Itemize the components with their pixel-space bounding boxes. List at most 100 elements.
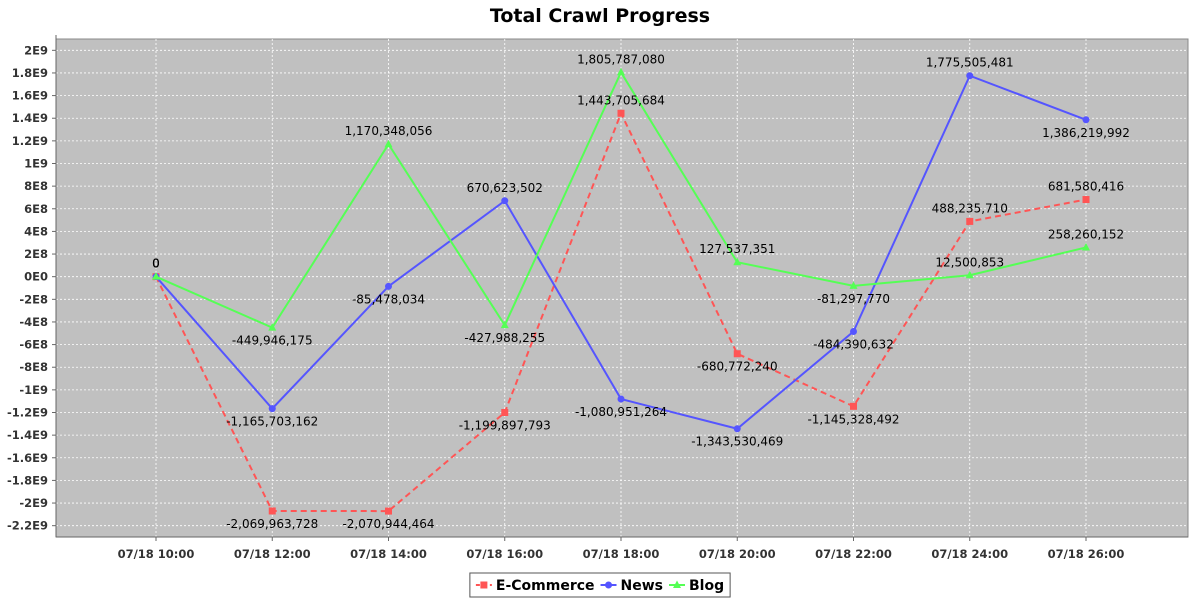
legend-label-news: News [621, 578, 663, 594]
x-tick-label: 07/18 14:00 [350, 547, 427, 561]
data-label-news: -1,165,703,162 [226, 415, 318, 429]
data-point-blog [500, 320, 509, 329]
y-tick-label: -1E9 [19, 383, 48, 397]
y-tick-label: 1.8E9 [12, 66, 48, 80]
y-tick-label: -6E8 [19, 338, 48, 352]
y-tick-label: -8E8 [19, 360, 48, 374]
legend-item-e-commerce[interactable]: E-Commerce [475, 578, 595, 594]
y-tick-label: 4E8 [24, 224, 48, 238]
y-tick-label: 2E8 [24, 247, 48, 261]
grid-lines [56, 39, 1188, 537]
axes: -2.2E9 -2E9 -1.8E9 -1.6E9 -1.4E9 -1.2E9 -1E9 -8… [7, 35, 1188, 561]
data-label-blog: -449,946,175 [232, 334, 313, 348]
data-label-blog: 1,170,348,056 [345, 124, 433, 138]
x-tick-label: 07/18 24:00 [931, 547, 1008, 561]
y-tick-label: -2E8 [19, 292, 48, 306]
data-point-blog [849, 281, 858, 289]
data-point-news [966, 72, 974, 80]
y-tick-label: 1.6E9 [12, 89, 48, 103]
data-label-e-commerce: 1,443,705,684 [577, 93, 665, 107]
data-point-e-commerce [850, 402, 857, 410]
data-label-blog: 0 [152, 257, 160, 271]
data-point-news [501, 197, 509, 205]
data-label-news: -1,343,530,469 [691, 435, 783, 449]
x-tick-label: 07/18 16:00 [466, 547, 543, 561]
data-label-news: 670,623,502 [467, 181, 543, 195]
legend-item-news[interactable]: News [600, 578, 663, 594]
y-tick-label: -1.8E9 [7, 473, 48, 487]
data-label-e-commerce: -2,070,944,464 [342, 517, 434, 531]
data-point-blog [384, 139, 393, 148]
plot-area [55, 38, 1189, 538]
data-label-blog: -81,297,770 [817, 292, 890, 306]
data-point-e-commerce [617, 109, 625, 117]
data-point-e-commerce [501, 408, 509, 416]
legend-marker-news [605, 581, 613, 589]
data-label-e-commerce: -2,069,963,728 [226, 517, 318, 531]
data-point-e-commerce [385, 507, 392, 515]
chart-title: Total Crawl Progress [490, 5, 710, 27]
legend[interactable]: E-Commerce News Blog [469, 572, 731, 598]
data-point-blog [268, 323, 277, 331]
x-tick-label: 07/18 26:00 [1048, 547, 1125, 561]
data-label-e-commerce: 681,580,416 [1048, 180, 1124, 194]
legend-marker-e-commerce [480, 581, 488, 589]
data-point-news [268, 405, 276, 413]
y-tick-label: 1E9 [24, 157, 48, 171]
y-tick-label: -1.2E9 [7, 406, 48, 420]
data-label-news: -85,478,034 [352, 292, 425, 306]
legend-border [469, 572, 731, 598]
data-label-news: -1,080,951,264 [575, 405, 667, 419]
data-label-news: 0 [152, 257, 160, 271]
data-point-news [733, 425, 741, 433]
y-tick-label: -2.2E9 [7, 519, 48, 533]
y-tick-label: 1.4E9 [12, 111, 48, 125]
legend-marker-blog [673, 580, 682, 588]
data-label-blog: 127,537,351 [699, 242, 775, 256]
data-label-blog: 12,500,853 [935, 255, 1004, 269]
data-point-news [1082, 116, 1090, 124]
legend-label-blog: Blog [689, 578, 724, 594]
data-point-e-commerce [733, 350, 741, 358]
data-label-blog: 1,805,787,080 [577, 52, 665, 66]
data-label-blog: -427,988,255 [464, 331, 545, 345]
data-point-e-commerce [1082, 196, 1090, 204]
y-tick-label: 1.2E9 [12, 134, 48, 148]
data-label-blog: 258,260,152 [1048, 227, 1124, 241]
data-label-e-commerce: -1,199,897,793 [459, 418, 551, 432]
y-tick-label: 0E0 [24, 270, 48, 284]
data-label-e-commerce: 488,235,710 [932, 201, 1008, 215]
data-point-blog [152, 272, 160, 280]
data-point-blog [965, 270, 974, 279]
x-tick-label: 07/18 20:00 [699, 547, 776, 561]
x-tick-label: 07/18 18:00 [583, 547, 660, 561]
legend-label-e-commerce: E-Commerce [496, 578, 595, 594]
series-lines [152, 67, 1090, 515]
data-label-news: -484,390,632 [813, 338, 894, 352]
data-point-e-commerce [268, 507, 276, 515]
x-tick-label: 07/18 10:00 [118, 547, 195, 561]
series-e-commerce [152, 109, 1090, 515]
y-tick-label: -2E9 [19, 496, 48, 510]
data-labels: 0 -2,069,963,728 -2,070,944,464 -1,199,897,… [152, 52, 1130, 531]
data-point-e-commerce [966, 217, 974, 225]
series-blog [152, 67, 1090, 331]
data-point-news [850, 328, 857, 336]
y-tick-label: -1.6E9 [7, 451, 48, 465]
data-label-news: 1,386,219,992 [1042, 126, 1130, 140]
data-label-news: 1,775,505,481 [926, 56, 1014, 70]
legend-item-blog[interactable]: Blog [669, 578, 724, 594]
data-label-e-commerce: -1,145,328,492 [807, 412, 899, 426]
y-tick-label: 2E9 [24, 43, 48, 57]
data-label-e-commerce: -680,772,240 [697, 360, 778, 374]
data-point-blog [733, 257, 742, 266]
x-tick-label: 07/18 12:00 [234, 547, 311, 561]
y-tick-label: -4E8 [19, 315, 48, 329]
data-point-blog [617, 67, 625, 76]
data-point-news [385, 282, 392, 290]
x-tick-label: 07/18 22:00 [815, 547, 892, 561]
y-tick-label: 6E8 [24, 202, 48, 216]
y-tick-label: -1.4E9 [7, 428, 48, 442]
data-point-blog [1082, 242, 1090, 251]
